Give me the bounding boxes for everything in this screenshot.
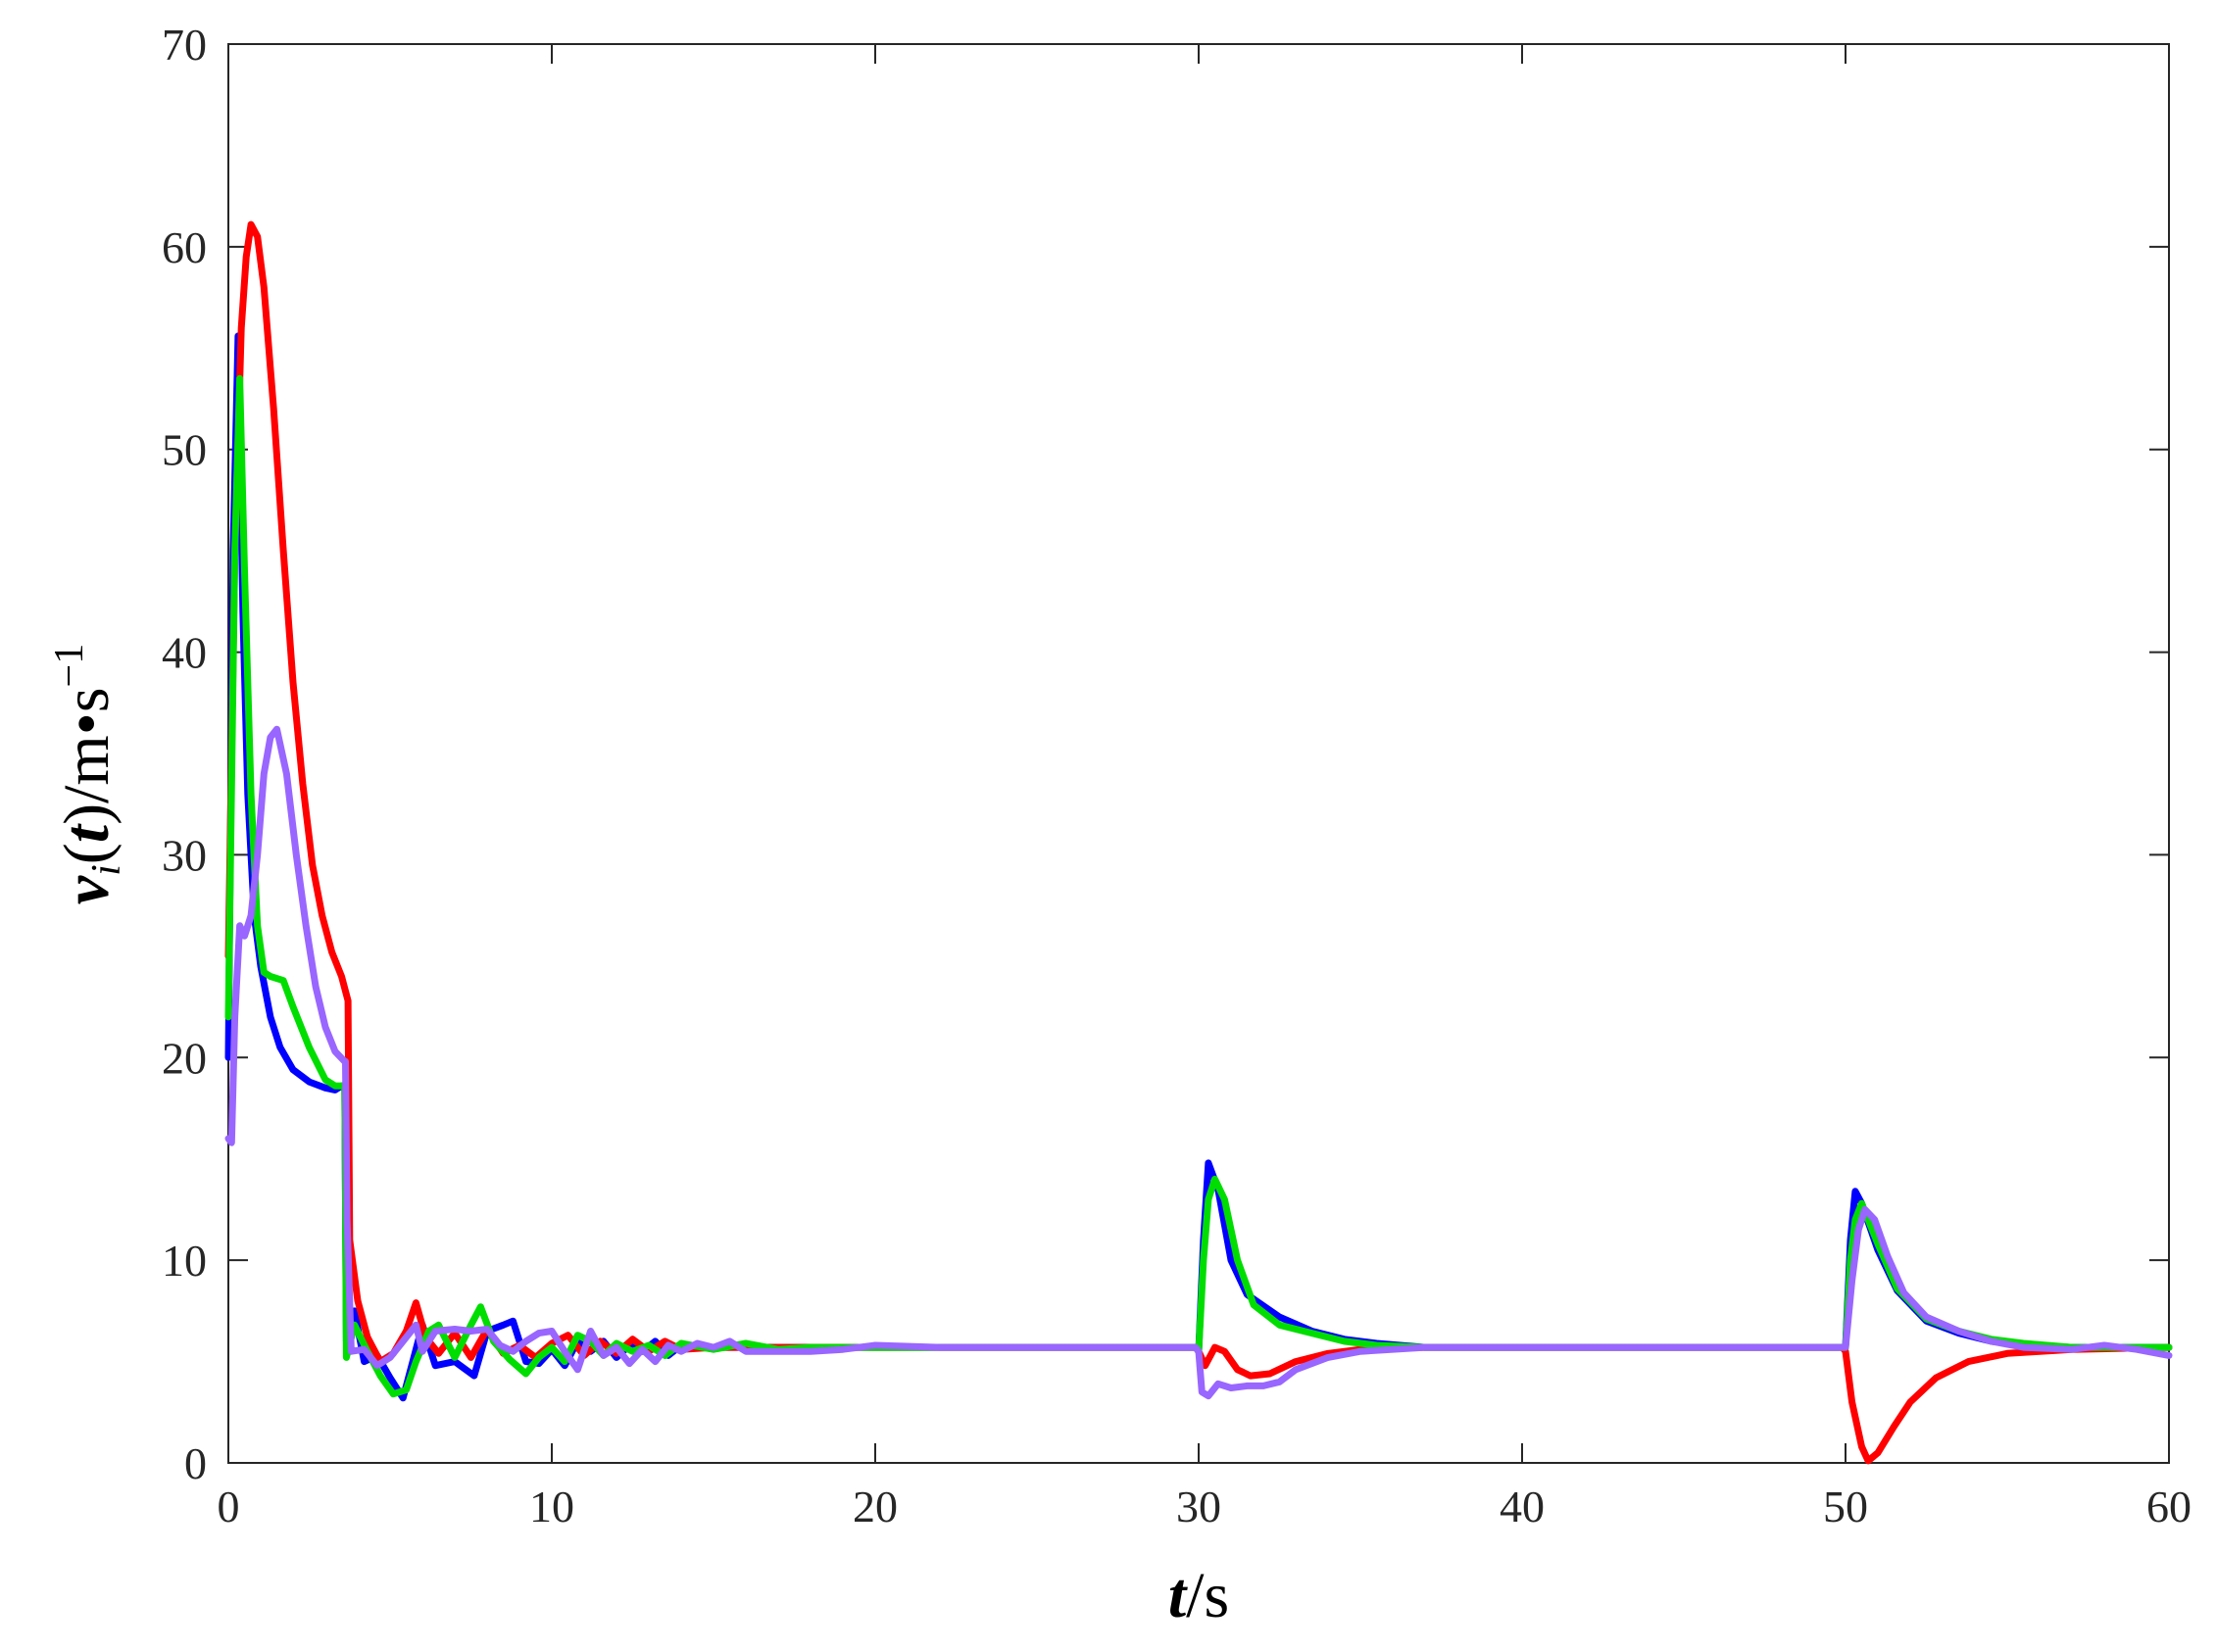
y-axis-close-paren: ) (51, 803, 123, 825)
x-tick-label-0: 0 (218, 1482, 240, 1531)
y-tick-label-4: 40 (162, 628, 207, 678)
x-axis-title: t/s (1168, 1560, 1229, 1631)
y-tick-label-6: 60 (162, 222, 207, 272)
y-tick-label-5: 50 (162, 425, 207, 475)
x-tick-label-2: 20 (853, 1482, 898, 1531)
y-axis-open-paren: ( (51, 843, 123, 864)
y-tick-label-2: 20 (162, 1033, 207, 1083)
x-axis-unit: s (1205, 1560, 1230, 1631)
x-axis-separator: / (1186, 1560, 1205, 1631)
series-line-3 (224, 725, 2173, 1400)
y-tick-label-3: 30 (162, 830, 207, 880)
y-tick-label-7: 70 (162, 20, 207, 70)
y-axis-title: vi(t)/m•s−1 (47, 644, 129, 904)
x-tick-label-5: 50 (1823, 1482, 1868, 1531)
x-tick-label-3: 30 (1176, 1482, 1221, 1531)
y-tick-label-1: 10 (162, 1236, 207, 1286)
x-tick-label-6: 60 (2146, 1482, 2191, 1531)
y-tick-label-0: 0 (184, 1438, 207, 1488)
tick-labels: 0 10 20 30 40 50 60 0 10 20 30 40 50 60 70 (162, 20, 2191, 1531)
y-axis-separator: / (51, 785, 123, 803)
y-axis-exponent: −1 (47, 644, 92, 688)
y-axis-subscript: i (84, 864, 129, 876)
y-axis-unit: m•s (51, 687, 123, 785)
series-lines (224, 220, 2173, 1465)
y-axis-argument: t (51, 823, 123, 843)
x-axis-variable: t (1168, 1560, 1188, 1631)
plot-area (227, 43, 2170, 1464)
x-tick-label-1: 10 (529, 1482, 574, 1531)
x-tick-label-4: 40 (1500, 1482, 1545, 1531)
y-axis-variable: v (51, 875, 123, 904)
